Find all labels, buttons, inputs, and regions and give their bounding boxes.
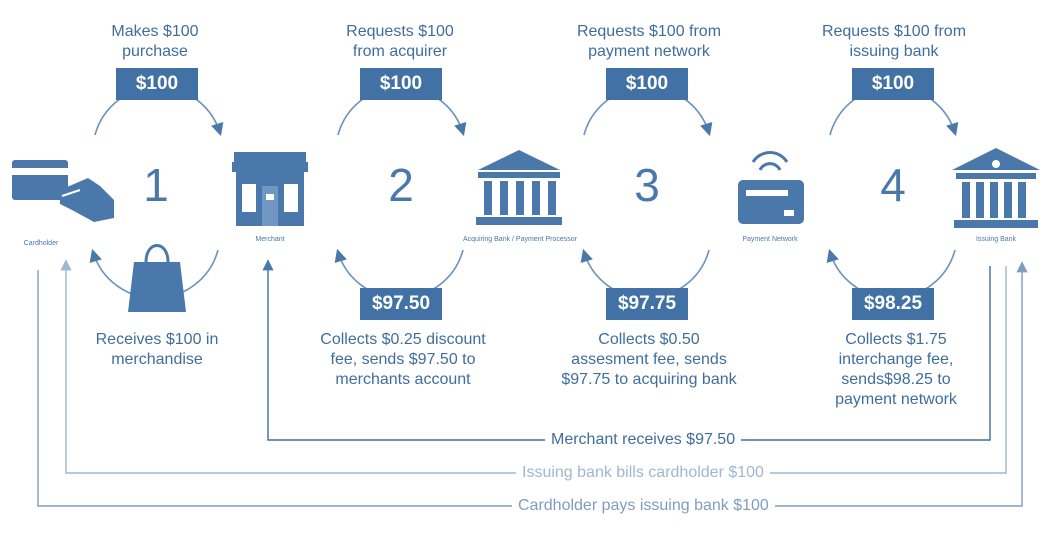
step-4-top-amount: $100 xyxy=(852,68,934,100)
step-2-top-text: Requests $100 from acquirer xyxy=(346,23,454,60)
flow-label-merchant: Merchant receives $97.50 xyxy=(545,430,742,450)
step-3-top-amount: $100 xyxy=(606,68,688,100)
storefront-icon xyxy=(232,152,308,226)
flow-label-bill: Issuing bank bills cardholder $100 xyxy=(516,463,770,483)
step-3-bottom-amount: $97.75 xyxy=(606,288,688,320)
step-4-top-text: Requests $100 from issuing bank xyxy=(821,23,967,60)
credit-card-icon xyxy=(12,160,114,222)
bank-building-icon xyxy=(476,150,562,225)
step-4-bottom-text: Collects $1.75 interchange fee, sends$98… xyxy=(835,331,957,408)
issuing-bank-label: Issuing Bank xyxy=(975,236,1017,243)
step-2-number: 2 xyxy=(388,159,414,211)
step-3-number: 3 xyxy=(634,159,660,211)
shopping-bag-icon xyxy=(128,244,186,312)
step-1-top-amount: $100 xyxy=(116,68,198,100)
payment-network-label: Payment Network xyxy=(742,236,798,243)
merchant-label: Merchant xyxy=(255,236,285,243)
step-1-bottom-text: Receives $100 in merchandise xyxy=(95,331,219,368)
cardholder-label: Cardholder xyxy=(23,240,59,247)
step-2-top-amount: $100 xyxy=(360,68,442,100)
issuing-bank-icon xyxy=(952,148,1040,228)
acquiring-bank-label: Acquiring Bank / Payment Processor xyxy=(463,236,577,243)
step-3-top-text: Requests $100 from payment network xyxy=(576,23,722,60)
step-4-number: 4 xyxy=(880,159,906,211)
step-2-bottom-text: Collects $0.25 discount fee, sends $97.5… xyxy=(320,331,486,388)
card-terminal-icon xyxy=(738,151,804,224)
step-1-top-text: Makes $100 purchase xyxy=(111,23,199,60)
step-4-bottom-amount: $98.25 xyxy=(852,288,934,320)
step-2-bottom-amount: $97.50 xyxy=(360,288,442,320)
flow-label-pay: Cardholder pays issuing bank $100 xyxy=(512,496,775,516)
step-3-bottom-text: Collects $0.50 assesment fee, sends $97.… xyxy=(561,331,737,388)
step-1-number: 1 xyxy=(143,159,169,211)
